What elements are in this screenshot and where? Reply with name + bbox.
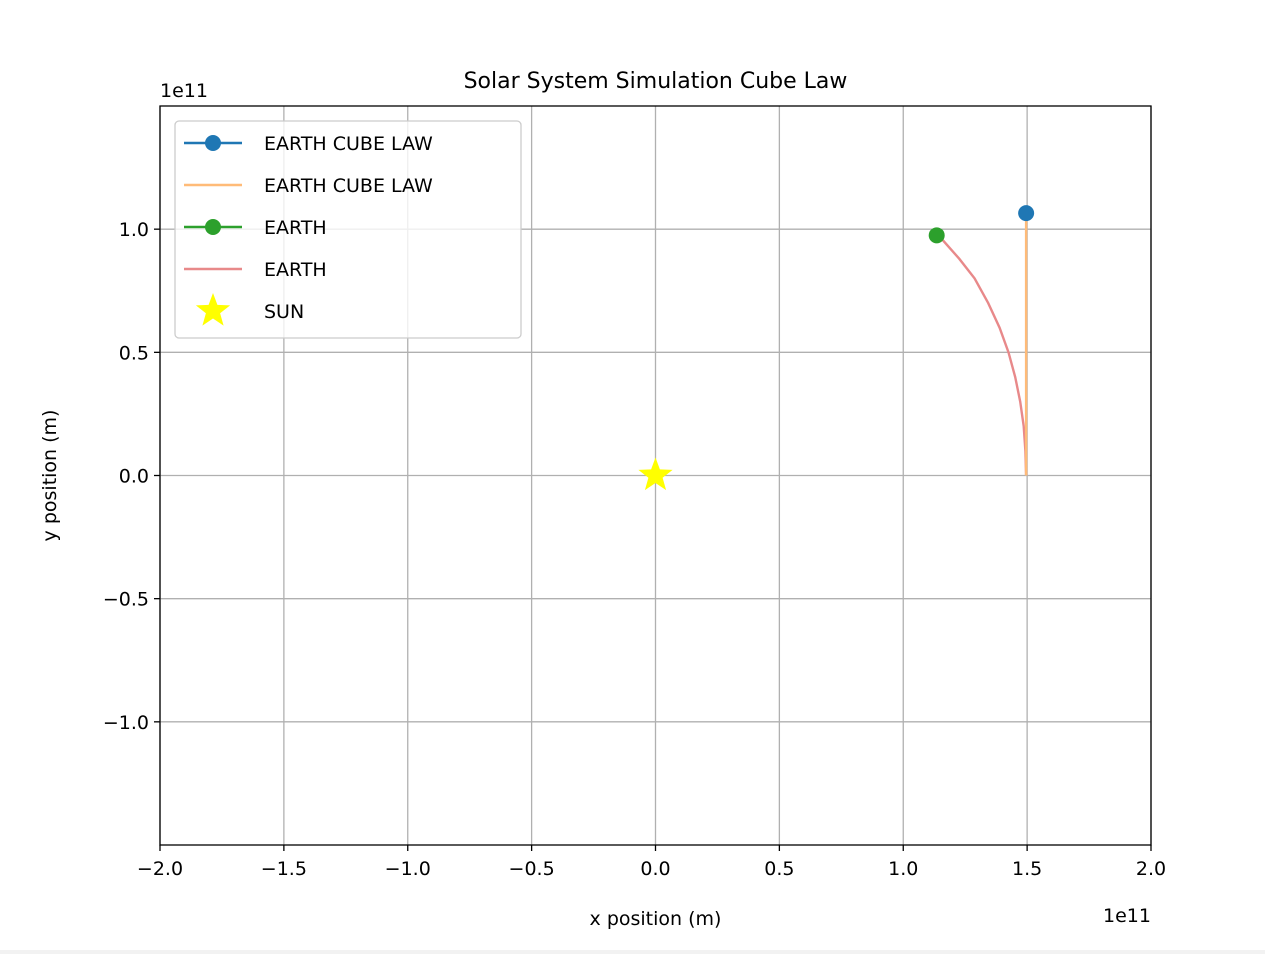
x-tick-label: 2.0 xyxy=(1136,858,1166,880)
x-tick-label: 0.0 xyxy=(640,858,670,880)
y-axis-offset-label: 1e11 xyxy=(160,80,208,102)
y-tick-label: −1.0 xyxy=(103,712,149,734)
x-axis-ticks: −2.0 −1.5 −1.0 −0.5 0.0 0.5 1.0 1.5 2.0 xyxy=(137,845,1166,880)
y-tick-label: 0.5 xyxy=(119,342,149,364)
y-tick-label: 0.0 xyxy=(119,466,149,488)
y-tick-label: 1.0 xyxy=(119,219,149,241)
legend-marker-swatch xyxy=(205,135,221,151)
x-tick-label: −0.5 xyxy=(509,858,555,880)
legend-label: EARTH CUBE LAW xyxy=(264,133,433,155)
legend-label: EARTH xyxy=(264,259,327,281)
x-tick-label: 1.5 xyxy=(1012,858,1042,880)
x-tick-label: 1.0 xyxy=(888,858,918,880)
x-tick-label: 0.5 xyxy=(764,858,794,880)
legend-star-swatch xyxy=(195,293,231,326)
legend-label: EARTH CUBE LAW xyxy=(264,175,433,197)
legend-label: EARTH xyxy=(264,217,327,239)
sun-star-marker xyxy=(638,457,673,491)
chart-title: Solar System Simulation Cube Law xyxy=(464,69,848,94)
x-tick-label: −2.0 xyxy=(137,858,183,880)
y-axis-ticks: −1.0 −0.5 0.0 0.5 1.0 xyxy=(103,219,160,734)
x-axis-offset-label: 1e11 xyxy=(1103,905,1151,927)
x-tick-label: −1.5 xyxy=(261,858,307,880)
legend-marker-swatch xyxy=(205,219,221,235)
series-line xyxy=(935,234,1028,476)
series-markers xyxy=(638,205,1035,491)
x-tick-label: −1.0 xyxy=(385,858,431,880)
legend: EARTH CUBE LAW EARTH CUBE LAW EARTH EARTH SU… xyxy=(174,120,522,339)
y-tick-label: −0.5 xyxy=(103,589,149,611)
series-point xyxy=(928,227,945,244)
series-point xyxy=(1018,205,1035,222)
x-axis-label: x position (m) xyxy=(590,908,722,930)
series-paths xyxy=(935,213,1028,476)
legend-label: SUN xyxy=(264,301,304,323)
window-bottom-edge xyxy=(0,950,1265,954)
legend-box xyxy=(174,120,522,339)
y-axis-label: y position (m) xyxy=(39,410,61,542)
